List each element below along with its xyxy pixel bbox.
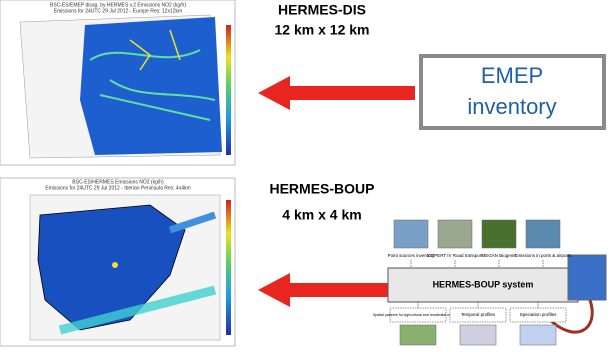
thumbnail (437, 219, 473, 249)
thumbnail (459, 324, 497, 346)
label: 4 km x 4 km (282, 207, 361, 223)
output-label: Spatial patterns for Agricultural and re… (373, 313, 463, 317)
arrow (258, 76, 415, 110)
colorbar (226, 25, 231, 155)
input-label: Point sources inventory (388, 253, 436, 258)
map-title: BSC-ES/EMEP disag. by HERMES v.2 Emissio… (50, 2, 186, 8)
emission-field (80, 17, 222, 155)
emission-hotspots (129, 29, 181, 71)
thumbnail (525, 219, 561, 249)
system-box (387, 267, 579, 303)
emep-label: inventory (467, 94, 556, 119)
arrow (258, 273, 388, 307)
emission-hotspot (112, 262, 118, 268)
emission-field (37, 204, 186, 331)
output-box (389, 307, 447, 323)
map-subtitle: Emissions for 24UTC 29 Jul 2012 - Europe… (54, 8, 182, 14)
ship-routes (58, 285, 217, 335)
label: HERMES-BOUP (269, 181, 374, 197)
iberia-map: BSC-ES/HERMES Emissions NO2 (kg/h) Emiss… (0, 177, 236, 347)
input-label: COPERT IV Road transport (427, 253, 483, 258)
emep-box (419, 54, 606, 130)
europe-map: BSC-ES/EMEP disag. by HERMES v.2 Emissio… (0, 0, 236, 166)
label: HERMES-DIS (278, 2, 366, 18)
input-label: MEGAN Biogenic (481, 253, 517, 258)
input-label: Emissions in ports & airports (514, 253, 572, 258)
output-box (449, 307, 507, 323)
map-subtitle: Emissions for 24UTC 29 Jul 2012 - Iberia… (45, 185, 190, 191)
system-diagram: HERMES-BOUP system Point sources invento… (373, 219, 607, 346)
thumbnail (519, 324, 557, 346)
emission-hotspots (89, 49, 216, 121)
thumbnail (399, 324, 437, 346)
system-title: HERMES-BOUP system (433, 279, 534, 289)
thumbnail (393, 219, 429, 249)
thumbnail (481, 219, 517, 249)
output-box (509, 307, 567, 323)
map-title: BSC-ES/HERMES Emissions NO2 (kg/h) (72, 179, 164, 185)
output-label: Speciation profiles (520, 312, 558, 317)
ship-routes (168, 211, 217, 234)
label: 12 km x 12 km (275, 22, 370, 38)
thumbnail (567, 254, 607, 301)
emep-label: EMEP (481, 63, 543, 88)
output-label: Temporal profiles (461, 312, 496, 317)
colorbar (226, 200, 231, 335)
